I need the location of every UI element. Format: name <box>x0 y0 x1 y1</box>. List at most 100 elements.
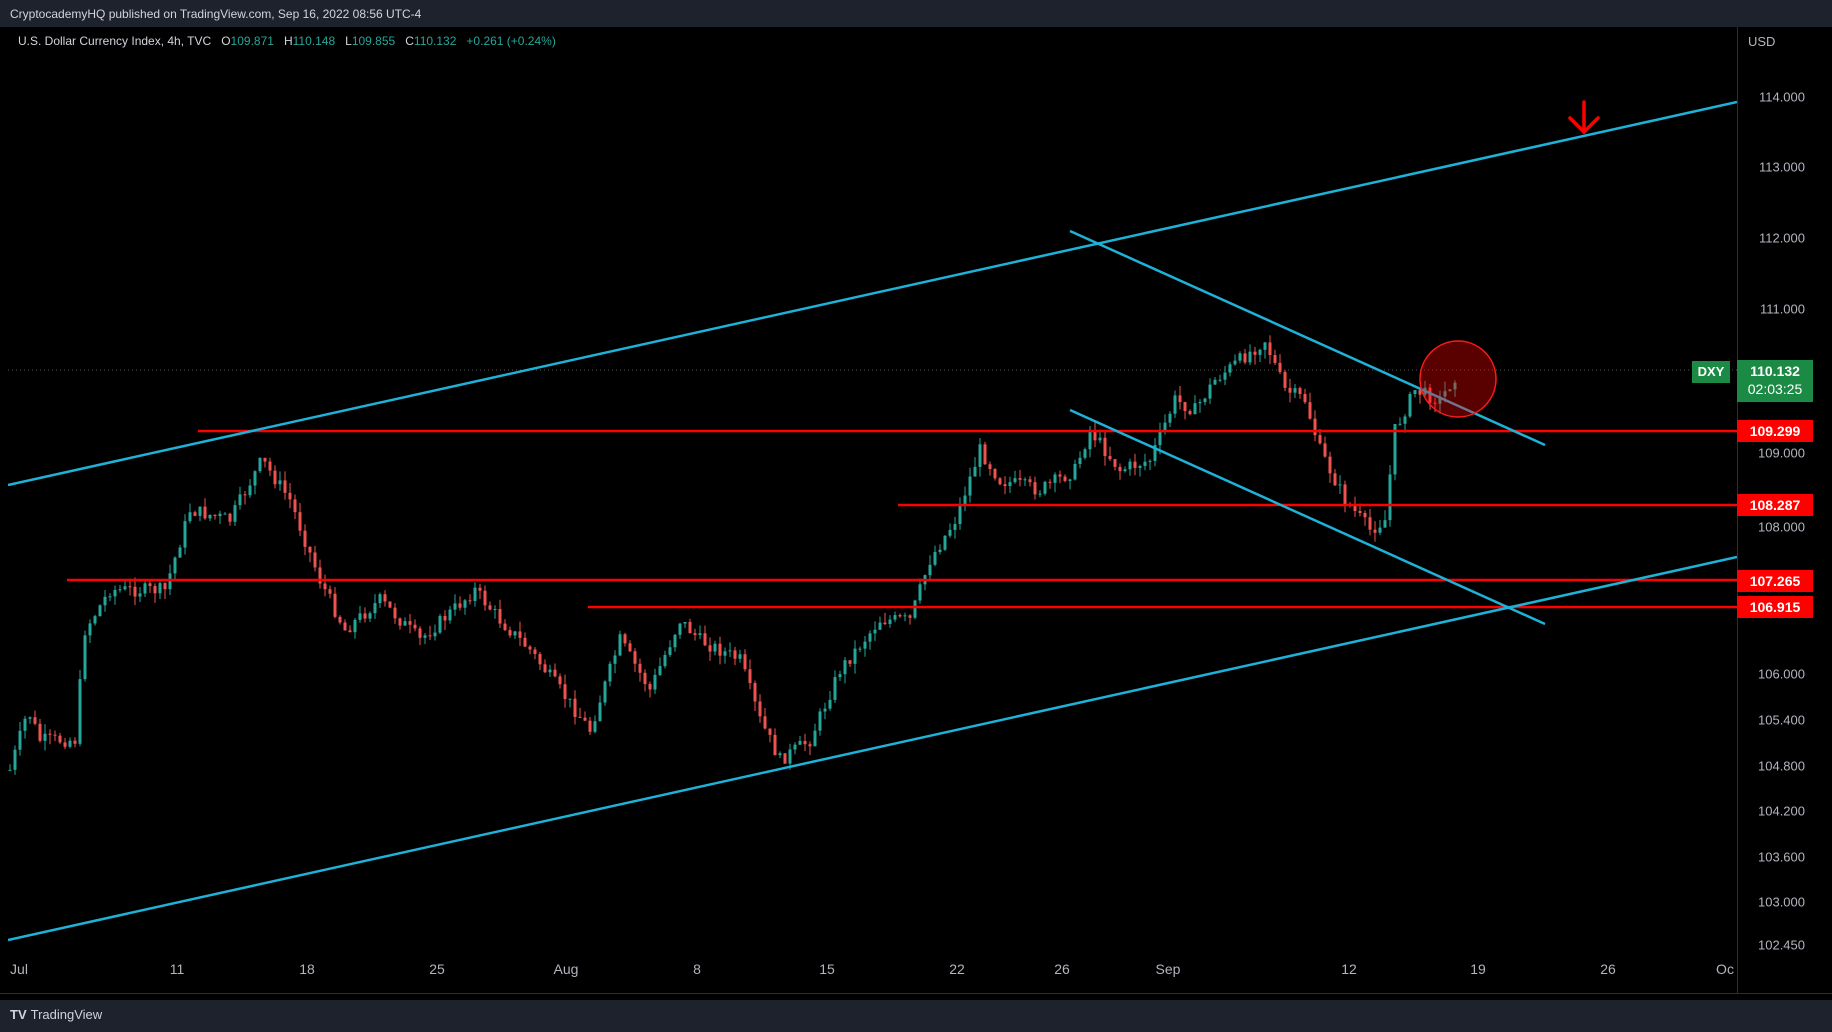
candle-body <box>1073 463 1077 480</box>
candle-body <box>1443 391 1447 397</box>
candle-body <box>178 547 182 558</box>
candle-body <box>363 613 367 619</box>
candle-body <box>1148 460 1152 462</box>
symbol-title[interactable]: U.S. Dollar Currency Index, 4h, TVC <box>18 34 212 48</box>
candle-body <box>108 596 112 598</box>
descending-resistance-line <box>1069 229 1546 447</box>
candle-body <box>1213 379 1217 385</box>
candle-body <box>1083 449 1087 458</box>
high-value: 110.148 <box>292 34 336 48</box>
price-tick: 111.000 <box>1759 301 1805 317</box>
level-tag-4: 106.915 <box>1737 596 1813 618</box>
candle-body <box>1313 418 1317 436</box>
candle-body <box>13 749 17 770</box>
candle-body <box>1393 424 1397 475</box>
candle-body <box>1078 457 1082 464</box>
candle-body <box>758 701 762 717</box>
candle-body <box>1383 520 1387 528</box>
candle-body <box>648 684 652 690</box>
candle-body <box>558 676 562 685</box>
candle-body <box>773 734 777 756</box>
candle-body <box>1043 481 1047 494</box>
candle-body <box>703 633 707 646</box>
candle-body <box>1113 459 1117 467</box>
candle-body <box>243 494 247 496</box>
candle-body <box>23 718 27 731</box>
chart-canvas[interactable] <box>8 27 1737 993</box>
candle-body <box>283 480 287 493</box>
candle-body <box>878 622 882 630</box>
candle-body <box>813 730 817 747</box>
candle-body <box>578 716 582 718</box>
candle-body <box>978 444 982 467</box>
candle-body <box>103 596 107 606</box>
candle-body <box>718 643 722 656</box>
candle-body <box>458 603 462 608</box>
candle-body <box>1123 469 1127 472</box>
candle-body <box>1243 353 1247 363</box>
current-price: 110.132 <box>1750 363 1800 379</box>
candle-body <box>953 524 957 530</box>
chart-pane[interactable] <box>8 27 1737 993</box>
target-arrow-icon <box>1568 100 1600 135</box>
candle-body <box>688 621 692 634</box>
candle-body <box>743 654 747 670</box>
candles-group <box>8 335 1457 775</box>
candle-body <box>503 623 507 631</box>
candle-body <box>1298 388 1302 394</box>
time-label: 18 <box>299 961 315 977</box>
candle-body <box>1288 387 1292 393</box>
candle-body <box>43 733 47 741</box>
time-label: Sep <box>1155 961 1181 977</box>
candle-body <box>1068 479 1072 481</box>
time-label: 26 <box>1600 961 1616 977</box>
candle-body <box>893 615 897 620</box>
candle-body <box>573 698 577 717</box>
candle-body <box>223 513 227 515</box>
candle-body <box>1133 461 1137 468</box>
candle-body <box>828 699 832 709</box>
candle-body <box>1008 482 1012 487</box>
candle-body <box>118 589 122 591</box>
candle-body <box>188 512 192 522</box>
footer-bar <box>0 1000 1832 1032</box>
candle-body <box>368 613 372 619</box>
candle-body <box>1363 512 1367 518</box>
candle-body <box>128 586 132 588</box>
candle-body <box>1013 478 1017 483</box>
time-scale-border <box>0 993 1832 994</box>
candle-body <box>763 716 767 729</box>
candle-body <box>1413 390 1417 394</box>
candle-body <box>963 495 967 504</box>
candle-body <box>488 605 492 610</box>
low-label: L <box>345 34 352 48</box>
candle-body <box>618 634 622 656</box>
candle-body <box>1168 413 1172 423</box>
candle-body <box>163 583 167 590</box>
candle-body <box>888 619 892 625</box>
close-label: C <box>405 34 414 48</box>
candle-body <box>273 470 277 485</box>
time-label: 26 <box>1054 961 1070 977</box>
candle-body <box>568 698 572 700</box>
candle-body <box>803 740 807 745</box>
time-label: 11 <box>169 961 185 977</box>
candle-body <box>868 633 872 642</box>
time-label: 8 <box>693 961 701 977</box>
candle-body <box>278 480 282 485</box>
candle-body <box>1188 411 1192 415</box>
candle-body <box>1058 474 1062 477</box>
candle-body <box>918 584 922 601</box>
candle-body <box>1433 402 1437 404</box>
time-label: Aug <box>553 961 579 977</box>
candle-body <box>1318 435 1322 444</box>
tradingview-brand[interactable]: TV TradingView <box>10 1007 102 1022</box>
candle-body <box>938 549 942 553</box>
open-label: O <box>221 34 231 48</box>
candle-body <box>328 589 332 594</box>
candle-body <box>1118 466 1122 472</box>
candle-body <box>858 648 862 650</box>
candle-body <box>723 651 727 656</box>
candle-body <box>798 740 802 745</box>
candle-body <box>1228 364 1232 373</box>
